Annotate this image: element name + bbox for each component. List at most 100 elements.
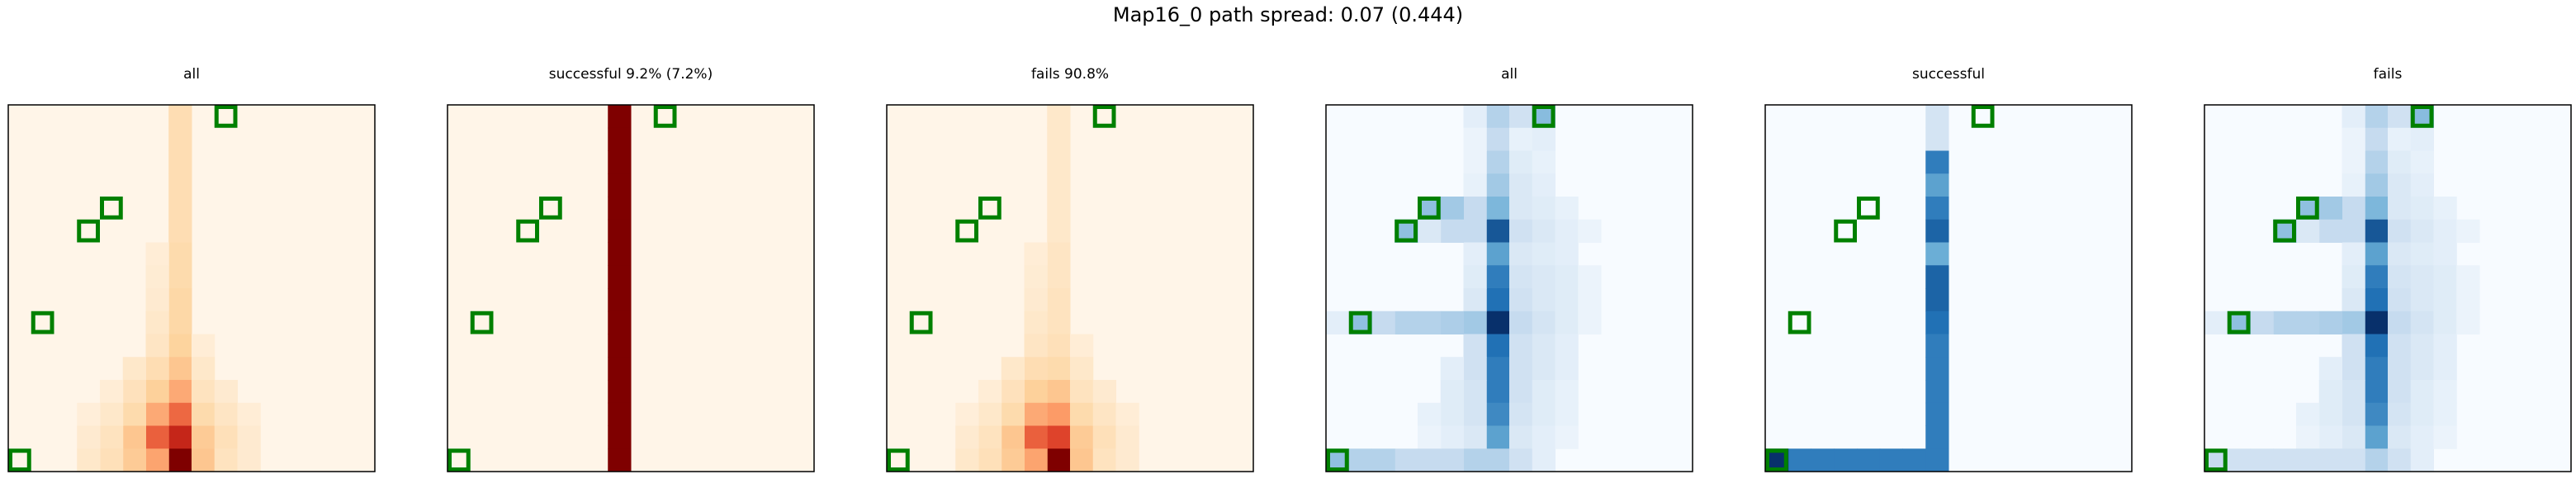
heatmap-cell [2318,357,2342,381]
heatmap-cell [1047,288,1071,312]
heatmap-cell [1925,265,1949,289]
heatmap-cell [2342,173,2365,197]
target-marker [1834,219,1857,243]
heatmap-cell [1418,402,1442,426]
heatmap-cell [1047,357,1071,381]
heatmap-cell [1463,242,1487,266]
heatmap-cell [168,311,192,334]
heatmap-cell [214,402,238,426]
target-marker [2227,311,2251,334]
heatmap-cell [2410,127,2434,151]
heatmap-cell [1925,127,1949,151]
heatmap-cell [2204,311,2228,334]
heatmap-cell [2388,173,2412,197]
heatmap-cell [122,380,146,404]
heatmap-cell [1902,448,1926,472]
heatmap-panel [447,104,815,472]
heatmap-cell [1578,265,1602,289]
heatmap-cell [1834,448,1858,472]
heatmap-cell [2365,265,2389,289]
heatmap-cell [1925,448,1949,472]
heatmap-cell [2318,311,2342,334]
target-marker [1971,105,1995,128]
heatmap-cell [122,425,146,449]
heatmap-cell [2250,448,2274,472]
heatmap-cell [1070,448,1094,472]
heatmap-cell [1092,448,1116,472]
heatmap-cell [1925,173,1949,197]
heatmap-cell [2318,448,2342,472]
heatmap-panel [1764,104,2133,472]
heatmap-cell [1509,265,1533,289]
heatmap-cell [145,288,169,312]
heatmap-cell [1486,448,1510,472]
heatmap-cell [978,425,1002,449]
heatmap-cell [2456,265,2480,289]
heatmap-cell [2342,127,2365,151]
heatmap-cell [214,425,238,449]
heatmap-cell [1879,448,1903,472]
heatmap-cell [2433,197,2457,221]
heatmap-cell [1857,448,1881,472]
heatmap-cell [1925,242,1949,266]
target-marker [978,197,1002,220]
target-marker [8,448,31,472]
heatmap-cell [2365,288,2389,312]
heatmap-cell [1348,448,1372,472]
heatmap-cell [1047,127,1071,151]
heatmap-cell [1486,127,1510,151]
heatmap-cell [2433,265,2457,289]
heatmap-cell [2342,402,2365,426]
heatmap-cell [2342,219,2365,243]
heatmap-cell [1047,242,1071,266]
heatmap-cell [122,402,146,426]
heatmap-cell [1115,448,1139,472]
heatmap-cell [1555,334,1579,358]
heatmap-cell [2433,380,2457,404]
heatmap-cell [1463,448,1487,472]
target-marker [2296,197,2319,220]
target-marker [887,448,910,472]
heatmap-cell [2342,150,2365,174]
heatmap-cell [192,357,215,381]
heatmap-cell [1463,150,1487,174]
heatmap-cell [1024,357,1048,381]
heatmap-cell [1070,380,1094,404]
heatmap-cell [1532,288,1556,312]
heatmap-cell [145,334,169,358]
heatmap-cell [1440,380,1464,404]
heatmap-cell [1024,311,1048,334]
heatmap-cell [122,357,146,381]
heatmap-cell [608,448,632,472]
heatmap-cell [237,402,261,426]
heatmap-cell [1024,402,1048,426]
target-marker [2410,105,2434,128]
heatmap-cell [2296,402,2320,426]
heatmap-cell [1925,197,1949,221]
heatmap-cell [168,219,192,243]
heatmap-cell [168,288,192,312]
heatmap-cell [1811,448,1835,472]
heatmap-cell [77,402,101,426]
heatmap-panel [7,104,376,472]
figure-suptitle: Map16_0 path spread: 0.07 (0.444) [1112,3,1464,26]
heatmap-cell [1024,425,1048,449]
heatmap-cell [1001,425,1025,449]
heatmap-cell [2342,311,2365,334]
heatmap-cell [168,197,192,221]
heatmap-cell [2388,242,2412,266]
heatmap-cell [1463,380,1487,404]
heatmap-cell [1486,402,1510,426]
heatmap-cell [608,197,632,221]
heatmap-cell [2365,448,2389,472]
heatmap-cell [2342,334,2365,358]
heatmap-cell [1532,197,1556,221]
heatmap-cell [1024,334,1048,358]
heatmap-cell [1371,448,1395,472]
heatmap-cell [608,311,632,334]
heatmap-cell [2296,425,2320,449]
heatmap-cell [1418,425,1442,449]
panel-frame [447,104,815,472]
heatmap-cell [1047,150,1071,174]
heatmap-cell [2318,402,2342,426]
